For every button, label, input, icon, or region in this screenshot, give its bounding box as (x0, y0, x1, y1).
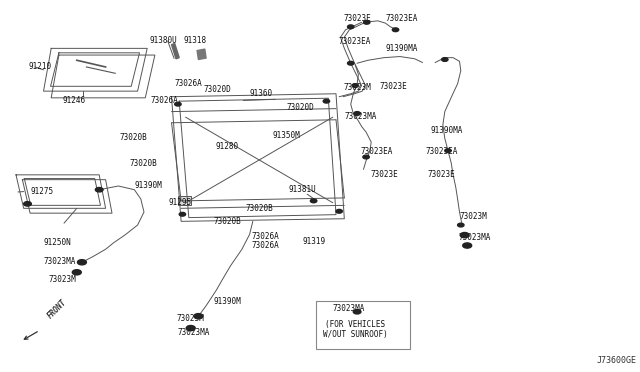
Circle shape (72, 270, 81, 275)
Circle shape (353, 310, 361, 314)
Circle shape (354, 112, 360, 115)
Text: 73020B: 73020B (245, 204, 273, 213)
Text: 73023EA: 73023EA (360, 147, 392, 156)
Text: 73020B: 73020B (129, 159, 157, 168)
Text: 73023MA: 73023MA (459, 233, 491, 242)
Circle shape (323, 99, 330, 103)
Text: 73023E: 73023E (379, 82, 407, 91)
Text: 91319: 91319 (302, 237, 325, 246)
Text: 73023EA: 73023EA (426, 147, 458, 156)
Text: 73020D: 73020D (287, 103, 315, 112)
Text: 73023E: 73023E (371, 170, 399, 179)
Text: 91318: 91318 (184, 36, 207, 45)
Text: 91350M: 91350M (272, 131, 300, 140)
Circle shape (364, 20, 370, 24)
Circle shape (186, 326, 195, 331)
Circle shape (363, 155, 369, 159)
Circle shape (194, 314, 203, 319)
Circle shape (352, 84, 358, 87)
Circle shape (175, 102, 181, 106)
Text: 73023EA: 73023EA (339, 37, 371, 46)
Circle shape (77, 260, 86, 265)
Text: 73023M: 73023M (343, 83, 371, 92)
Circle shape (460, 232, 469, 238)
Text: 73020D: 73020D (204, 85, 232, 94)
Text: 73023M: 73023M (177, 314, 205, 323)
Text: 73026A: 73026A (150, 96, 179, 105)
Text: W/OUT SUNROOF): W/OUT SUNROOF) (323, 330, 388, 339)
Circle shape (463, 243, 472, 248)
Text: 91246: 91246 (62, 96, 85, 105)
Text: 91360: 91360 (250, 89, 273, 98)
Text: 91381U: 91381U (288, 185, 316, 194)
Text: 73026A: 73026A (252, 241, 280, 250)
Circle shape (348, 25, 354, 29)
Text: 73020B: 73020B (120, 133, 148, 142)
Circle shape (310, 199, 317, 203)
Text: 73023M: 73023M (460, 212, 488, 221)
Circle shape (458, 223, 464, 227)
Text: 73023E: 73023E (343, 14, 371, 23)
Text: 91275: 91275 (30, 187, 53, 196)
Text: 73023E: 73023E (428, 170, 456, 179)
Polygon shape (197, 49, 206, 60)
Circle shape (336, 209, 342, 213)
Text: 73023MA: 73023MA (333, 304, 365, 312)
Text: 73026A: 73026A (252, 232, 280, 241)
Text: 73020B: 73020B (213, 217, 241, 226)
Text: J73600GE: J73600GE (596, 356, 637, 365)
Circle shape (445, 149, 451, 153)
Text: 91250N: 91250N (44, 238, 72, 247)
Circle shape (24, 202, 31, 206)
Text: 91390MA: 91390MA (431, 126, 463, 135)
Text: FRONT: FRONT (46, 297, 69, 320)
Text: (FOR VEHICLES: (FOR VEHICLES (325, 320, 385, 329)
Text: 91280: 91280 (216, 142, 239, 151)
Text: 73026A: 73026A (175, 79, 203, 88)
Circle shape (179, 212, 186, 216)
Text: 91295: 91295 (168, 198, 191, 207)
Text: 91390M: 91390M (213, 297, 241, 306)
Bar (316, 301, 410, 349)
Circle shape (392, 28, 399, 32)
Polygon shape (172, 44, 179, 59)
Text: 73023M: 73023M (49, 275, 77, 283)
Circle shape (95, 187, 103, 192)
Text: 91380U: 91380U (149, 36, 177, 45)
Text: 73023EA: 73023EA (386, 14, 418, 23)
Circle shape (348, 61, 354, 65)
Text: 91390M: 91390M (134, 181, 163, 190)
Bar (178, 196, 191, 205)
Text: 73023MA: 73023MA (345, 112, 377, 121)
Text: 73023MA: 73023MA (44, 257, 76, 266)
Text: 91390MA: 91390MA (386, 44, 418, 53)
Circle shape (442, 58, 448, 61)
Text: 91210: 91210 (28, 62, 51, 71)
Text: 73023MA: 73023MA (178, 328, 210, 337)
